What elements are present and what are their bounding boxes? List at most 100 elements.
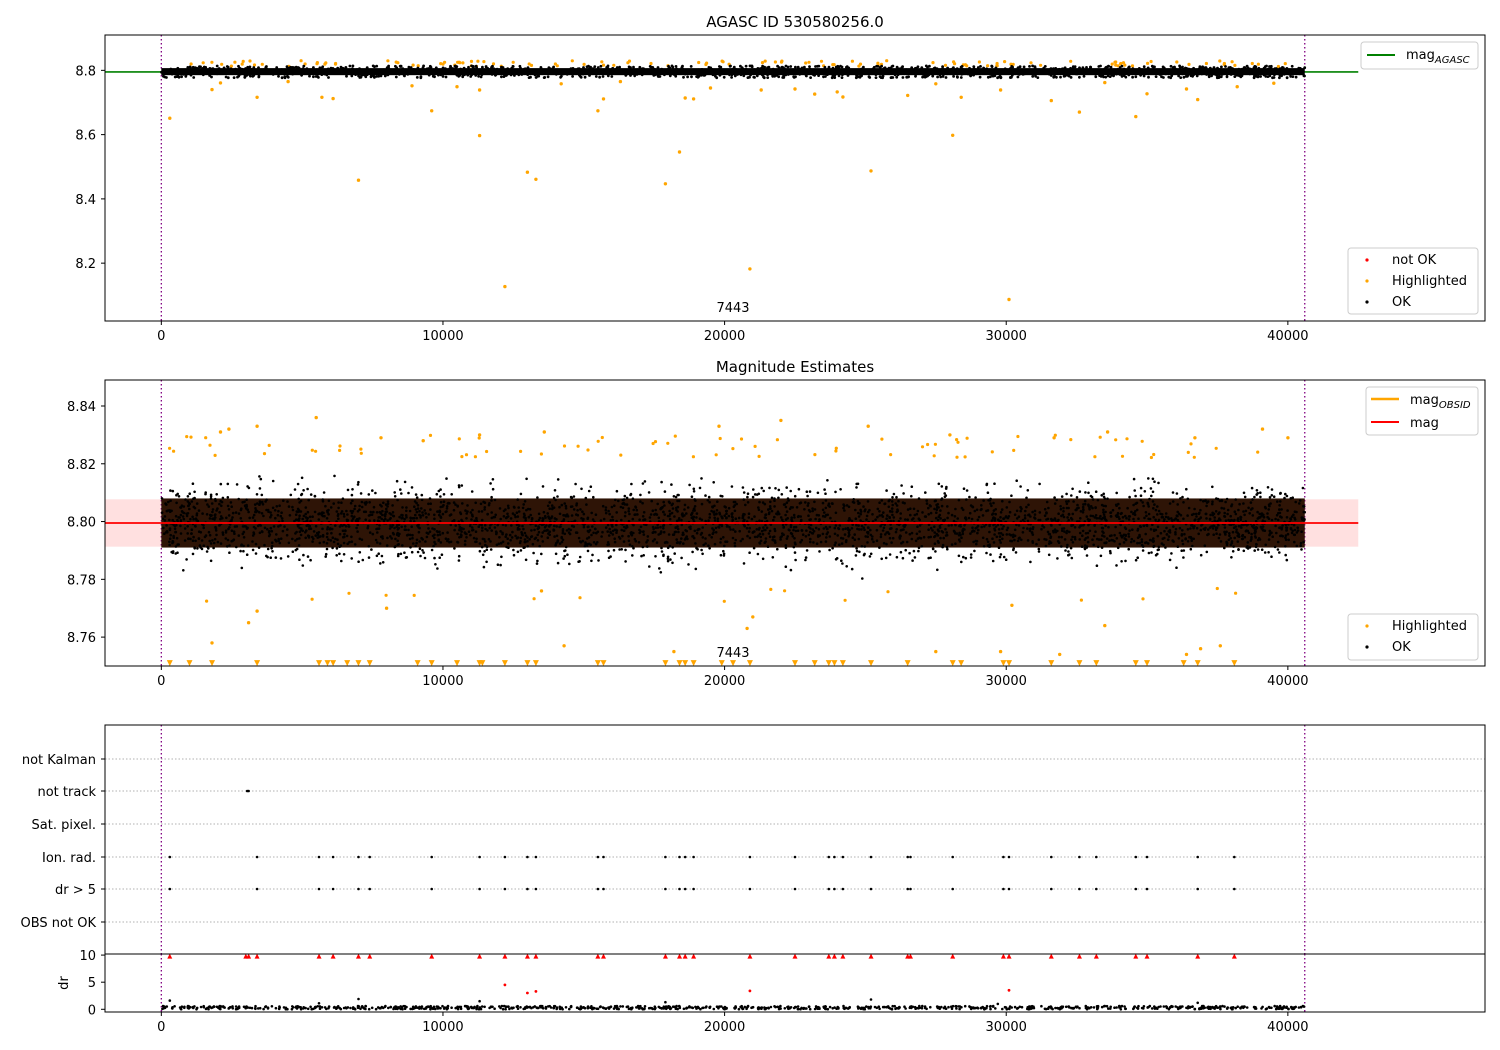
ok-point [1270, 494, 1274, 497]
ok-point [974, 72, 978, 76]
highlighted-point [951, 133, 955, 137]
ok-point [446, 531, 449, 534]
panel-magnitude-estimates: Magnitude Estimates 0 10000 20000 30000 4000… [67, 358, 1486, 689]
ok-point [350, 519, 354, 522]
ok-point [245, 553, 249, 556]
ok-point [746, 495, 749, 499]
ok-point [598, 75, 601, 79]
ok-point [611, 515, 614, 519]
ok-point [550, 515, 554, 518]
ok-point [1082, 508, 1085, 512]
ok-point [295, 547, 299, 551]
ok-point [912, 549, 916, 553]
ok-point [952, 519, 956, 523]
ok-point [442, 493, 446, 496]
ok-point [1117, 502, 1120, 506]
ok-point [760, 510, 764, 513]
ok-point [1019, 72, 1023, 75]
ok-point [489, 540, 492, 543]
ok-point [499, 517, 503, 521]
ok-point [707, 544, 710, 547]
ok-point [1013, 528, 1017, 532]
ok-point [285, 533, 289, 537]
ok-point [591, 518, 595, 521]
ok-point [1096, 545, 1100, 549]
ok-point [818, 518, 821, 521]
ok-point [174, 514, 178, 518]
ok-point [167, 500, 170, 504]
ok-point [674, 74, 678, 78]
highlighted-point [600, 60, 604, 64]
ok-point [947, 511, 950, 515]
ok-point [866, 531, 870, 534]
ok-point [888, 536, 892, 540]
ok-point [414, 493, 418, 496]
ok-point [878, 75, 882, 78]
ok-point [1077, 69, 1081, 73]
ok-point [1192, 512, 1195, 516]
highlighted-point [1235, 85, 1239, 89]
ok-point [855, 547, 858, 550]
ok-point [208, 67, 212, 70]
ok-point [501, 532, 504, 536]
ok-point [1122, 67, 1126, 71]
ok-point [700, 531, 704, 535]
ok-point [384, 503, 388, 506]
ok-point [1085, 515, 1089, 518]
ok-point [347, 525, 351, 528]
ok-point [672, 73, 676, 76]
ok-point [631, 554, 634, 557]
ok-point [981, 514, 985, 517]
ok-point [906, 75, 909, 79]
ok-point [418, 509, 421, 513]
ok-point [853, 538, 857, 541]
ok-point [1078, 75, 1081, 79]
ok-point [337, 501, 340, 504]
ok-point [304, 531, 307, 534]
ok-point [722, 554, 726, 557]
ok-point [300, 476, 304, 480]
ok-point [999, 70, 1003, 74]
ok-point [1151, 477, 1155, 481]
ok-point [445, 507, 449, 510]
ok-point [714, 526, 718, 530]
ok-point [744, 503, 747, 507]
ok-point [746, 534, 749, 538]
ok-point [353, 504, 357, 508]
ok-point [506, 504, 510, 508]
ok-point [621, 69, 625, 73]
ok-point [689, 527, 692, 531]
ok-point [1036, 76, 1040, 79]
ok-point [297, 544, 301, 547]
ok-point [1224, 519, 1228, 522]
ok-point [415, 538, 419, 542]
ok-point [312, 530, 316, 533]
ok-point [968, 495, 971, 499]
ok-point [677, 530, 680, 534]
ok-point [854, 517, 858, 520]
ok-point [983, 525, 986, 528]
ok-point [666, 555, 670, 559]
ok-point [850, 519, 854, 523]
ok-point [1130, 510, 1133, 514]
ok-point [711, 505, 714, 509]
ok-point [917, 497, 921, 500]
ok-point [546, 504, 550, 508]
ok-point [607, 534, 611, 537]
ok-point [327, 76, 330, 79]
ok-point [291, 72, 294, 76]
ok-point [252, 68, 256, 71]
ok-point [998, 535, 1002, 538]
ok-point [284, 70, 288, 74]
ok-point [1075, 507, 1079, 510]
ok-point [518, 528, 521, 531]
ok-point [612, 548, 616, 552]
ok-point [427, 532, 430, 535]
ok-point [277, 69, 281, 72]
ok-point [517, 73, 521, 77]
ok-point [493, 526, 497, 529]
ok-point [1087, 523, 1090, 527]
ok-point [495, 532, 498, 536]
ok-point [929, 68, 933, 72]
ok-point [307, 72, 311, 75]
